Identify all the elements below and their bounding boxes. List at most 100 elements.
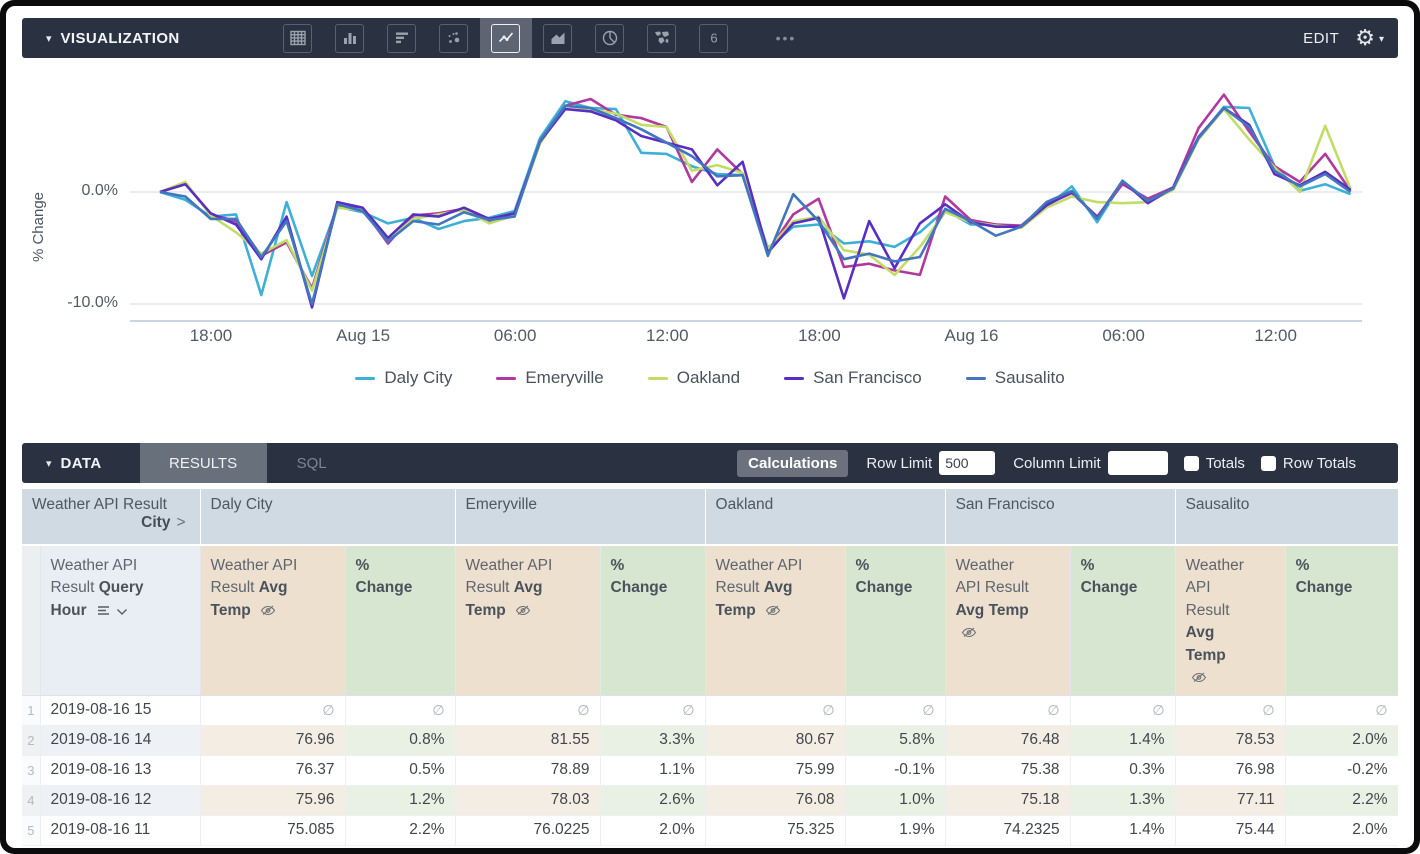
legend-item-sausalito[interactable]: Sausalito bbox=[965, 368, 1065, 388]
percent-change-cell: 5.8% bbox=[845, 725, 946, 756]
percent-change-cell: -0.2% bbox=[1285, 755, 1398, 786]
table-chart-icon bbox=[283, 23, 313, 53]
avg-temp-cell: 78.89 bbox=[455, 755, 601, 786]
pie-chart-icon bbox=[595, 23, 625, 53]
avg-temp-cell: ∅ bbox=[1175, 695, 1286, 726]
settings-gear-button[interactable]: ⚙ ▾ bbox=[1355, 27, 1384, 49]
y-tick-label: -10.0% bbox=[67, 294, 118, 311]
percent-change-header[interactable]: % Change bbox=[345, 545, 456, 696]
chart-type-table-button[interactable] bbox=[272, 18, 324, 58]
row-totals-checkbox[interactable] bbox=[1260, 455, 1276, 471]
avg-temp-cell: 75.96 bbox=[200, 785, 346, 816]
avg-temp-header[interactable]: Weather API Result Avg Temp bbox=[1175, 545, 1286, 696]
y-tick-label: 0.0% bbox=[81, 182, 118, 199]
percent-change-cell: 1.2% bbox=[345, 785, 456, 816]
avg-temp-cell: 75.18 bbox=[945, 785, 1071, 816]
totals-checkbox[interactable] bbox=[1183, 455, 1199, 471]
avg-temp-header[interactable]: Weather API Result Avg Temp bbox=[705, 545, 846, 696]
results-table: Weather API Result City > Daly City Emeryvil… bbox=[22, 489, 1398, 846]
legend-label: Emeryville bbox=[525, 368, 604, 387]
table-row: 4 2019-08-16 12 75.96 1.2% 78.03 2.6% 76.08 1.0… bbox=[22, 785, 1398, 816]
row-number-cell: 5 bbox=[22, 815, 41, 846]
chart-type-map-button[interactable] bbox=[636, 18, 688, 58]
percent-change-header[interactable]: % Change bbox=[600, 545, 706, 696]
percent-change-header[interactable]: % Change bbox=[845, 545, 946, 696]
data-bar-controls: Calculations Row Limit Column Limit Tota… bbox=[737, 449, 1398, 477]
row-limit-input[interactable] bbox=[939, 451, 996, 475]
table-row: 5 2019-08-16 11 75.085 2.2% 76.0225 2.0% 75.32… bbox=[22, 815, 1398, 846]
percent-change-cell: 1.4% bbox=[1070, 815, 1176, 846]
chart-type-bar-button[interactable] bbox=[376, 18, 428, 58]
calculations-button[interactable]: Calculations bbox=[737, 449, 849, 477]
legend-swatch-icon bbox=[965, 376, 986, 380]
chart-type-single-value-button[interactable]: 6 bbox=[688, 18, 740, 58]
x-tick-label: 12:00 bbox=[646, 326, 689, 345]
percent-change-cell: 2.6% bbox=[600, 785, 706, 816]
row-number-cell: 1 bbox=[22, 695, 41, 726]
gear-icon: ⚙ bbox=[1355, 25, 1375, 50]
pivot-city-header[interactable]: Oakland bbox=[705, 489, 946, 546]
edit-button[interactable]: EDIT bbox=[1303, 29, 1340, 47]
chart-canvas bbox=[130, 93, 1362, 322]
x-tick-label: 12:00 bbox=[1254, 326, 1297, 345]
legend-swatch-icon bbox=[647, 376, 668, 380]
chart-type-pie-button[interactable] bbox=[584, 18, 636, 58]
totals-label: Totals bbox=[1205, 454, 1245, 472]
percent-change-cell: 0.3% bbox=[1070, 755, 1176, 786]
column-chart-icon bbox=[335, 23, 365, 53]
data-section-toggle[interactable]: ▾ DATA bbox=[22, 455, 102, 472]
x-tick-label: 18:00 bbox=[798, 326, 841, 345]
area-chart-icon bbox=[543, 23, 573, 53]
query-hour-cell: 2019-08-16 15 bbox=[40, 695, 201, 726]
legend-item-emeryville[interactable]: Emeryville bbox=[496, 368, 604, 388]
percent-change-header[interactable]: % Change bbox=[1070, 545, 1176, 696]
query-hour-header[interactable]: Weather API Result Query Hour bbox=[40, 545, 201, 696]
avg-temp-cell: ∅ bbox=[705, 695, 846, 726]
chart-type-line-button[interactable] bbox=[479, 18, 532, 58]
avg-temp-cell: 76.96 bbox=[200, 725, 346, 756]
avg-temp-cell: 78.53 bbox=[1175, 725, 1286, 756]
avg-temp-cell: ∅ bbox=[455, 695, 601, 726]
chart-type-area-button[interactable] bbox=[532, 18, 584, 58]
tab-sql[interactable]: SQL bbox=[296, 454, 327, 472]
collapse-caret-icon: ▾ bbox=[46, 457, 52, 470]
tab-results[interactable]: RESULTS bbox=[139, 443, 267, 483]
avg-temp-cell: ∅ bbox=[945, 695, 1071, 726]
legend-item-oakland[interactable]: Oakland bbox=[647, 368, 740, 388]
avg-temp-header[interactable]: Weather API Result Avg Temp bbox=[200, 545, 346, 696]
chart-type-column-button[interactable] bbox=[324, 18, 376, 58]
pivot-city-header[interactable]: Emeryville bbox=[455, 489, 706, 546]
series-line-sausalito bbox=[159, 104, 1352, 306]
pivot-city-header[interactable]: San Francisco bbox=[945, 489, 1176, 546]
row-number-header bbox=[22, 545, 41, 696]
percent-change-cell: 2.0% bbox=[1285, 815, 1398, 846]
row-number-cell: 2 bbox=[22, 725, 41, 756]
pivot-header-row: Weather API Result City > Daly City Emeryvil… bbox=[22, 489, 1398, 546]
pivot-city-header[interactable]: Daly City bbox=[200, 489, 456, 546]
legend-swatch-icon bbox=[355, 376, 376, 380]
data-bar: ▾ DATA RESULTS SQL Calculations Row Limi… bbox=[22, 443, 1398, 483]
pivot-dimension-header[interactable]: Weather API Result City > bbox=[22, 489, 201, 546]
percent-change-cell: ∅ bbox=[345, 695, 456, 726]
chart-type-switcher: 6 bbox=[272, 18, 740, 58]
legend-item-daly-city[interactable]: Daly City bbox=[355, 368, 452, 388]
column-limit-input[interactable] bbox=[1107, 451, 1168, 475]
percent-change-cell: 1.0% bbox=[845, 785, 946, 816]
chart-legend: Daly City Emeryville Oakland San Francisco S… bbox=[22, 358, 1398, 398]
legend-item-san-francisco[interactable]: San Francisco bbox=[784, 368, 922, 388]
more-chart-types-button[interactable]: ••• bbox=[775, 30, 797, 46]
percent-change-cell: ∅ bbox=[600, 695, 706, 726]
avg-temp-cell: 76.37 bbox=[200, 755, 346, 786]
avg-temp-cell: 81.55 bbox=[455, 725, 601, 756]
bar-chart-icon bbox=[387, 23, 417, 53]
percent-change-cell: 2.0% bbox=[1285, 725, 1398, 756]
avg-temp-header[interactable]: Weather API Result Avg Temp bbox=[455, 545, 601, 696]
collapse-caret-icon: ▾ bbox=[46, 32, 52, 45]
query-hour-cell: 2019-08-16 13 bbox=[40, 755, 201, 786]
avg-temp-header[interactable]: Weather API Result Avg Temp bbox=[945, 545, 1071, 696]
percent-change-header[interactable]: % Change bbox=[1285, 545, 1398, 696]
visualization-section-toggle[interactable]: ▾ VISUALIZATION bbox=[22, 30, 180, 47]
pivot-city-header[interactable]: Sausalito bbox=[1175, 489, 1398, 546]
chart-type-scatter-button[interactable] bbox=[428, 18, 480, 58]
